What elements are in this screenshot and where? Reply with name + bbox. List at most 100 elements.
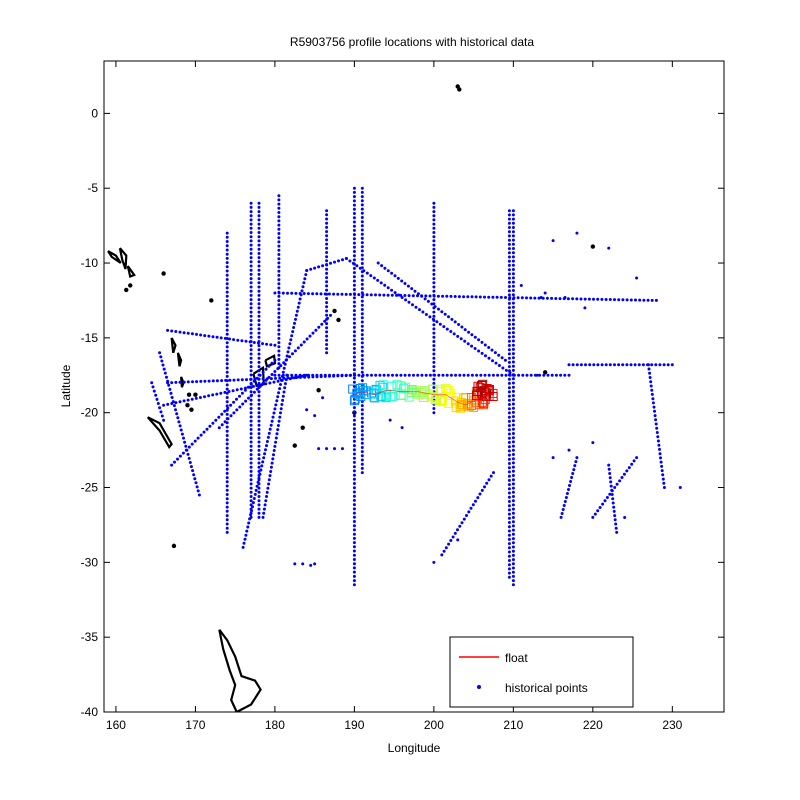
historical-point — [445, 327, 449, 331]
float-profile-marker — [375, 380, 385, 390]
historical-point — [161, 363, 165, 367]
historical-point — [360, 441, 364, 445]
historical-point — [613, 363, 616, 367]
historical-point — [277, 303, 281, 307]
historical-point — [413, 289, 417, 293]
historical-point — [386, 373, 390, 377]
historical-point — [294, 313, 298, 317]
historical-point — [473, 335, 477, 339]
historical-point — [511, 230, 515, 234]
historical-point — [638, 298, 642, 302]
historical-point — [225, 530, 229, 534]
coastline-outline — [176, 352, 183, 367]
historical-point — [617, 363, 621, 367]
historical-point — [352, 380, 356, 384]
historical-point — [462, 517, 466, 521]
historical-point — [325, 309, 329, 313]
historical-point — [507, 500, 511, 503]
historical-point — [217, 426, 221, 430]
historical-point — [432, 369, 436, 373]
historical-point — [249, 344, 253, 348]
historical-point — [535, 373, 539, 377]
float-profile-marker — [478, 379, 488, 389]
historical-point — [360, 454, 364, 458]
historical-point — [257, 444, 261, 448]
historical-point — [301, 285, 305, 289]
historical-point — [249, 356, 253, 360]
historical-point — [215, 379, 219, 383]
historical-point — [458, 373, 462, 377]
historical-point — [360, 333, 364, 337]
historical-point — [247, 521, 251, 525]
historical-point — [249, 226, 253, 230]
historical-point — [360, 341, 364, 345]
historical-point — [309, 267, 313, 271]
historical-point — [196, 436, 200, 440]
historical-point — [507, 310, 511, 314]
historical-point — [625, 363, 629, 367]
historical-point — [174, 408, 177, 412]
historical-point — [573, 464, 577, 468]
historical-point — [511, 360, 515, 364]
historical-point — [181, 451, 185, 455]
historical-point — [257, 222, 261, 226]
historical-point — [211, 379, 215, 383]
historical-point — [304, 273, 308, 277]
historical-point — [309, 563, 313, 567]
historical-point — [507, 521, 511, 524]
historical-point — [249, 390, 253, 394]
historical-point — [244, 399, 248, 403]
historical-point — [612, 505, 616, 509]
historical-point — [323, 373, 327, 377]
historical-point — [352, 410, 356, 414]
historical-point — [299, 293, 303, 297]
historical-point — [352, 342, 356, 346]
historical-point — [360, 370, 364, 374]
historical-point — [265, 495, 268, 498]
historical-point — [291, 352, 294, 356]
historical-point — [169, 391, 173, 395]
historical-point — [249, 486, 253, 490]
historical-point — [249, 235, 253, 239]
historical-point — [507, 314, 511, 318]
historical-point — [507, 575, 511, 579]
historical-point — [511, 524, 515, 528]
historical-point — [504, 368, 508, 372]
historical-point — [277, 202, 281, 206]
historical-point — [620, 476, 624, 479]
historical-point — [273, 444, 277, 448]
historical-point — [257, 356, 261, 360]
historical-point — [507, 462, 511, 465]
historical-point — [511, 465, 515, 469]
historical-point — [225, 463, 229, 467]
historical-point — [225, 484, 229, 488]
historical-point — [391, 373, 394, 377]
historical-point — [360, 379, 364, 383]
historical-point — [252, 384, 255, 388]
historical-point — [249, 264, 253, 268]
historical-point — [166, 402, 170, 406]
historical-point — [563, 295, 567, 299]
historical-point — [650, 363, 654, 367]
historical-point — [352, 545, 356, 549]
historical-point — [641, 363, 645, 367]
historical-point — [372, 276, 376, 280]
historical-point — [352, 490, 356, 494]
historical-point — [646, 298, 650, 302]
historical-point — [511, 305, 515, 309]
historical-point — [294, 317, 297, 321]
historical-point — [256, 384, 260, 387]
historical-point — [352, 283, 356, 287]
historical-point — [172, 404, 176, 408]
historical-point — [268, 381, 272, 385]
historical-point — [217, 415, 221, 419]
historical-point — [654, 298, 658, 302]
historical-point — [277, 299, 281, 303]
historical-point — [177, 420, 181, 424]
x-tick-label: 170 — [185, 718, 205, 732]
historical-point — [511, 402, 515, 406]
historical-point — [154, 393, 158, 397]
historical-point — [507, 386, 511, 390]
historical-point — [288, 342, 292, 346]
historical-point — [567, 373, 571, 377]
